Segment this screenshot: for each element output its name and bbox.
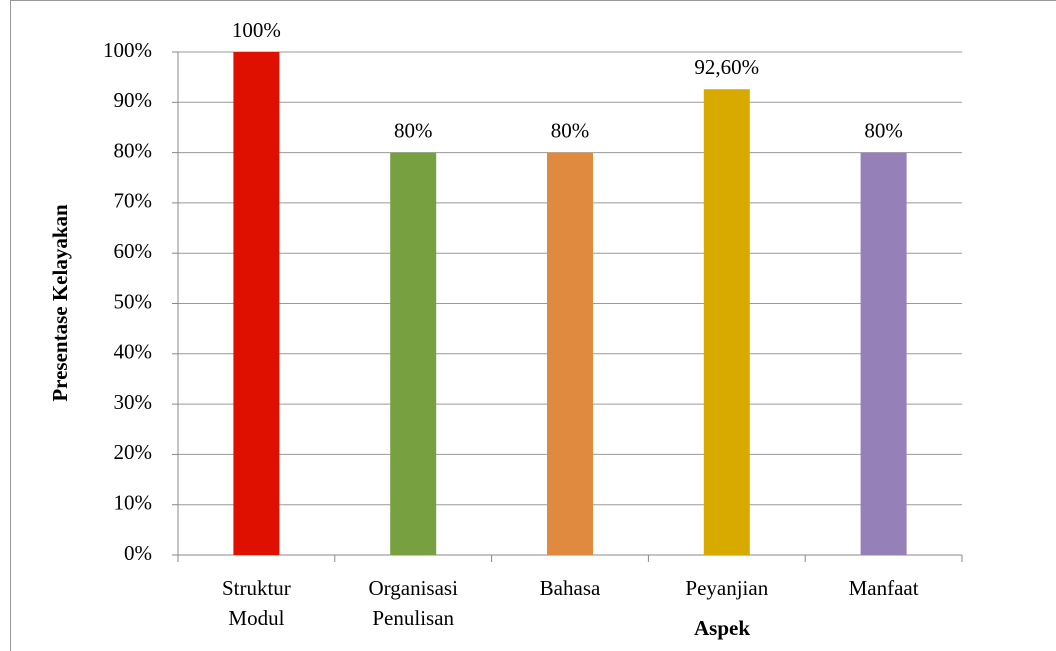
x-tick-label: Peyanjian xyxy=(685,576,768,600)
data-label: 92,60% xyxy=(694,55,759,79)
bar xyxy=(547,153,593,555)
y-tick-label: 40% xyxy=(114,340,153,364)
data-label: 80% xyxy=(864,118,903,142)
x-axis-title: Aspek xyxy=(694,616,750,640)
y-tick-label: 70% xyxy=(114,189,153,213)
bar xyxy=(233,52,279,555)
y-tick-label: 50% xyxy=(114,289,153,313)
x-tick-label: Organisasi xyxy=(368,576,458,600)
data-label: 80% xyxy=(394,118,433,142)
x-tick-label: Manfaat xyxy=(849,576,919,600)
y-axis-title: Presentase Kelayakan xyxy=(48,204,72,402)
bar xyxy=(861,153,907,555)
x-tick-label: Bahasa xyxy=(540,576,601,600)
bar xyxy=(704,89,750,555)
y-tick-label: 80% xyxy=(114,138,153,162)
data-label: 80% xyxy=(551,118,590,142)
y-tick-label: 30% xyxy=(114,390,153,414)
y-tick-label: 60% xyxy=(114,239,153,263)
x-tick-label: Struktur xyxy=(222,576,291,600)
y-tick-label: 0% xyxy=(124,541,152,565)
x-tick-label: Modul xyxy=(228,606,284,630)
y-tick-label: 10% xyxy=(114,491,153,515)
chart: Presentase Kelayakan Aspek 0% 10% 20% 30% 40… xyxy=(0,0,1056,651)
y-tick-label: 20% xyxy=(114,440,153,464)
bar xyxy=(390,153,436,555)
y-tick-label: 100% xyxy=(103,38,152,62)
data-label: 100% xyxy=(232,18,281,42)
y-tick-label: 90% xyxy=(114,88,153,112)
x-tick-label: Penulisan xyxy=(372,606,454,630)
